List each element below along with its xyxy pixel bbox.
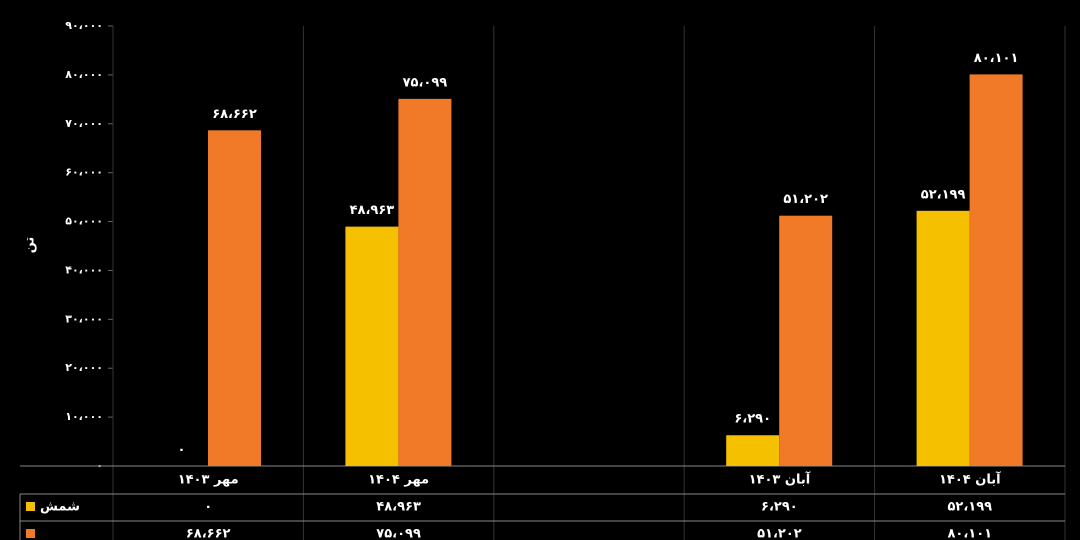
- y-tick-label: ۲۰،۰۰۰: [65, 361, 103, 374]
- table-cell: ۶۸،۶۶۲: [186, 527, 231, 540]
- legend-swatch: [26, 529, 35, 538]
- bar: [208, 130, 261, 467]
- bar: [726, 435, 780, 466]
- bar: [779, 215, 833, 466]
- data-label: ۶،۲۹۰: [734, 412, 771, 427]
- data-label: ۵۲،۱۹۹: [921, 187, 966, 202]
- x-tick-label: مهر ۱۴۰۳: [178, 473, 239, 488]
- data-label: ۰: [178, 443, 186, 458]
- table-cell: ۰: [204, 500, 212, 515]
- data-label: ۵۱،۲۰۲: [783, 192, 828, 207]
- bar: [969, 74, 1023, 466]
- bar: [916, 210, 970, 466]
- table-cell: ۶،۲۹۰: [761, 500, 798, 515]
- y-tick-label: ۳۰،۰۰۰: [65, 312, 103, 325]
- bar: [398, 98, 452, 466]
- x-tick-label: آبان ۱۴۰۴: [939, 471, 1001, 488]
- data-label: ۴۸،۹۶۳: [350, 203, 395, 218]
- table-cell: ۷۵،۰۹۹: [376, 527, 421, 540]
- data-label: ۸۰،۱۰۱: [974, 51, 1019, 66]
- bar: [345, 226, 399, 466]
- data-label: ۶۸،۶۶۲: [212, 107, 257, 122]
- y-tick-label: ۶۰،۰۰۰: [65, 166, 103, 179]
- legend-label: شمش: [40, 500, 80, 515]
- y-tick-label: ۸۰،۰۰۰: [65, 68, 103, 81]
- y-tick-label: ۵۰،۰۰۰: [65, 215, 103, 228]
- y-tick-label: ۴۰،۰۰۰: [65, 263, 103, 276]
- table-cell: ۸۰،۱۰۱: [947, 527, 992, 540]
- table-cell: ۴۸،۹۶۳: [376, 500, 421, 515]
- y-tick-label: ۹۰،۰۰۰: [65, 19, 103, 32]
- y-axis-label: تن: [23, 237, 38, 254]
- data-label: ۷۵،۰۹۹: [403, 75, 448, 90]
- x-tick-label: آبان ۱۴۰۳: [749, 471, 811, 488]
- y-tick-label: ۱۰،۰۰۰: [65, 410, 103, 423]
- y-tick-label: ۷۰،۰۰۰: [65, 117, 103, 130]
- x-tick-label: مهر ۱۴۰۴: [368, 473, 429, 488]
- table-cell: ۵۱،۲۰۲: [757, 527, 802, 540]
- table-cell: ۵۲،۱۹۹: [947, 500, 992, 515]
- legend-swatch: [26, 502, 35, 511]
